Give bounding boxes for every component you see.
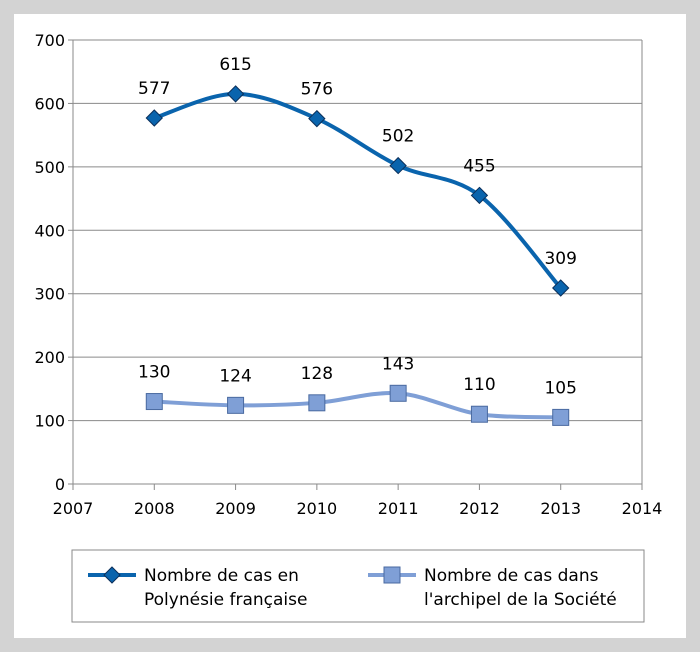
legend-box (71, 549, 645, 623)
data-point (552, 408, 570, 426)
axes (72, 40, 642, 485)
y-tick-label: 400 (34, 221, 65, 240)
data-point (308, 109, 326, 128)
x-tick-label: 2007 (53, 499, 94, 518)
legend-label: Nombre de cas dans (424, 566, 599, 586)
series-1: 130 124 128 143 110 105 (138, 354, 577, 426)
data-point (552, 279, 570, 297)
x-tick-label: 2013 (540, 499, 581, 518)
x-tick-label: 2012 (459, 499, 500, 518)
data-label: 128 (301, 364, 333, 384)
data-point (470, 405, 488, 423)
data-label: 124 (219, 366, 251, 386)
legend-label: Nombre de cas en (144, 566, 299, 586)
series-0: 577 615 576 502 455 309 (138, 55, 577, 297)
x-tick-label: 2010 (296, 499, 337, 518)
data-label: 576 (301, 80, 333, 100)
data-label: 105 (544, 378, 576, 398)
data-point (226, 85, 245, 103)
x-tick-label: 2014 (622, 499, 663, 518)
x-tick-label: 2011 (378, 499, 419, 518)
x-axis-ticks: 2007 2008 2009 2010 2011 2012 2013 2014 (53, 484, 663, 518)
y-tick-label: 300 (34, 285, 65, 304)
legend-label: Polynésie française (144, 590, 307, 610)
data-point (389, 156, 407, 175)
data-point (145, 393, 163, 411)
data-label: 110 (463, 375, 495, 395)
chart-frame: 0 100 200 300 400 500 600 700 2007 2008 2009 2010 2… (14, 14, 686, 638)
data-point (308, 394, 326, 412)
data-point (389, 384, 407, 402)
legend: Nombre de cas en Polynésie française Nombr… (71, 549, 645, 623)
series-line-0 (152, 91, 563, 291)
data-label: 502 (382, 127, 414, 147)
gridlines (73, 39, 643, 484)
y-tick-label: 600 (34, 94, 65, 113)
y-tick-label: 0 (55, 475, 65, 494)
data-point (227, 396, 245, 414)
data-point (145, 109, 163, 127)
y-axis-ticks: 0 100 200 300 400 500 600 700 (34, 31, 73, 494)
data-label: 615 (219, 55, 251, 75)
y-tick-label: 200 (34, 348, 65, 367)
data-point (470, 186, 489, 205)
series-line-1 (152, 391, 563, 420)
y-tick-label: 100 (34, 412, 65, 431)
data-label: 577 (138, 79, 170, 99)
data-label: 455 (463, 156, 495, 176)
data-label: 309 (544, 249, 576, 269)
series-layer: 577 615 576 502 455 309 130 124 128 143 110 105 (138, 55, 577, 426)
y-tick-label: 700 (34, 31, 65, 50)
legend-marker-0 (103, 566, 121, 584)
x-tick-label: 2008 (134, 499, 175, 518)
legend-label: l'archipel de la Société (424, 590, 617, 610)
legend-marker-1 (383, 566, 401, 584)
data-label: 143 (382, 354, 414, 374)
x-tick-label: 2009 (215, 499, 256, 518)
y-tick-label: 500 (34, 158, 65, 177)
data-label: 130 (138, 363, 170, 383)
